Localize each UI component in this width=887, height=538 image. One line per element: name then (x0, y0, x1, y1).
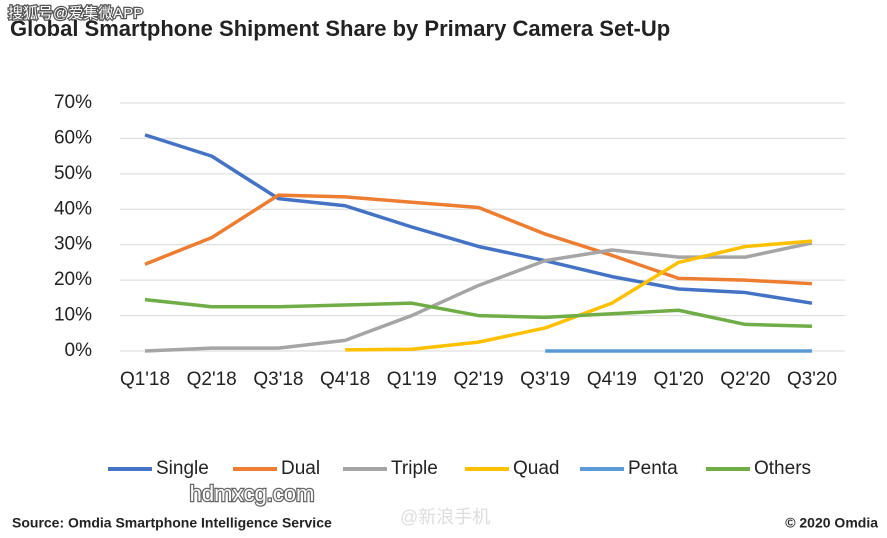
x-tick-label: Q2'19 (453, 369, 503, 390)
x-tick-label: Q3'18 (253, 369, 303, 390)
source: Source: Omdia Smartphone Intelligence Se… (12, 515, 332, 531)
x-tick-label: Q1'20 (654, 369, 704, 390)
chart-title: Global Smartphone Shipment Share by Prim… (10, 16, 670, 41)
y-tick-label: 10% (54, 305, 92, 326)
series-line (144, 133, 813, 305)
series-line (144, 193, 813, 286)
y-tick-label: 60% (54, 127, 92, 148)
watermark: @新浪手机 (400, 507, 490, 527)
y-tick-label: 20% (54, 269, 92, 290)
x-tick-label: Q1'19 (387, 369, 437, 390)
legend-label: Dual (281, 458, 320, 479)
y-tick-label: 50% (54, 163, 92, 184)
x-tick-label: Q1'18 (120, 369, 170, 390)
copyright: © 2020 Omdia (785, 515, 878, 531)
x-tick-label: Q3'20 (787, 369, 837, 390)
x-tick-label: Q2'20 (720, 369, 770, 390)
y-tick-label: 30% (54, 234, 92, 255)
legend-label: Quad (513, 458, 559, 479)
legend-label: Triple (391, 458, 438, 479)
x-tick-label: Q4'19 (587, 369, 637, 390)
series-line (144, 241, 813, 353)
y-tick-label: 0% (65, 340, 93, 361)
x-tick-label: Q3'19 (520, 369, 570, 390)
watermark: 搜狐号@爱集微APP (8, 5, 143, 22)
y-tick-label: 40% (54, 198, 92, 219)
watermark: hdmxcg.com (190, 481, 315, 506)
x-tick-label: Q2'18 (187, 369, 237, 390)
y-tick-label: 70% (54, 92, 92, 113)
legend-label: Penta (628, 458, 678, 479)
x-tick-label: Q4'18 (320, 369, 370, 390)
legend-label: Single (156, 458, 209, 479)
series-line (144, 297, 813, 328)
legend-label: Others (754, 458, 811, 479)
